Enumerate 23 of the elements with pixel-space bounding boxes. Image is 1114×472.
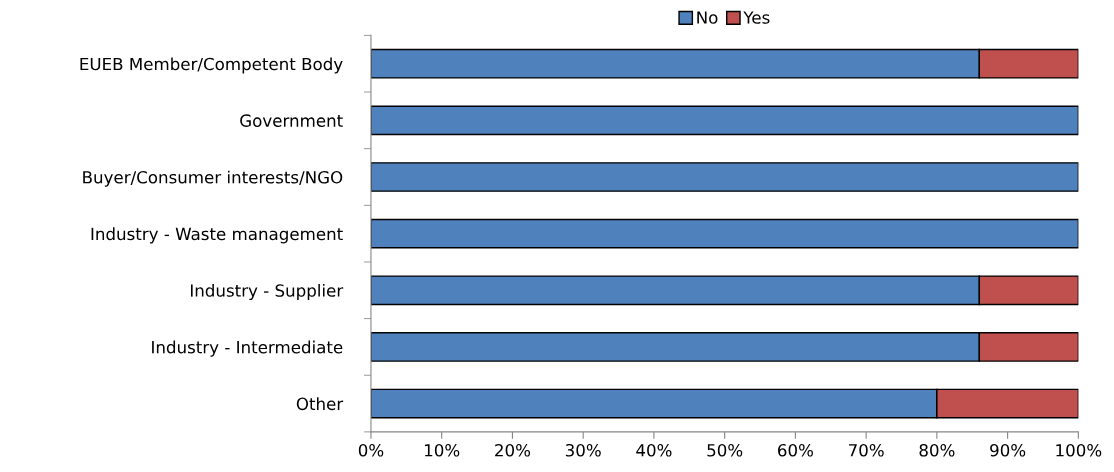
x-tick-label: 40% [636,443,672,457]
y-tick-label: EUEB Member/Competent Body [80,57,343,74]
bar [370,105,1079,136]
y-tick-label: Industry - Supplier [190,283,344,301]
x-tick-label: 100% [1056,443,1102,457]
x-tick-label: 10% [425,443,460,457]
bar [370,218,1079,249]
x-tick-label: 50% [707,443,743,457]
y-tick-label: Industry - Intermediate [152,340,343,357]
x-tick-label: 70% [848,443,884,457]
x-tick-label: 0% [358,443,384,457]
y-tick-label: Other [296,397,344,411]
x-tick-label: 80% [919,443,955,457]
x-tick-label: 60% [778,443,813,457]
x-tick-label: 20% [495,443,531,457]
x-tick-label: 90% [990,443,1026,457]
y-tick-label: Government [240,114,343,127]
x-tick-label: 30% [565,443,601,457]
y-tick-label: Buyer/Consumer interests/NGO [83,170,343,187]
bar [370,162,1079,192]
legend-label: Yes [743,11,770,24]
y-tick-label: Industry - Waste management [91,227,343,244]
legend-label: No [697,11,718,24]
